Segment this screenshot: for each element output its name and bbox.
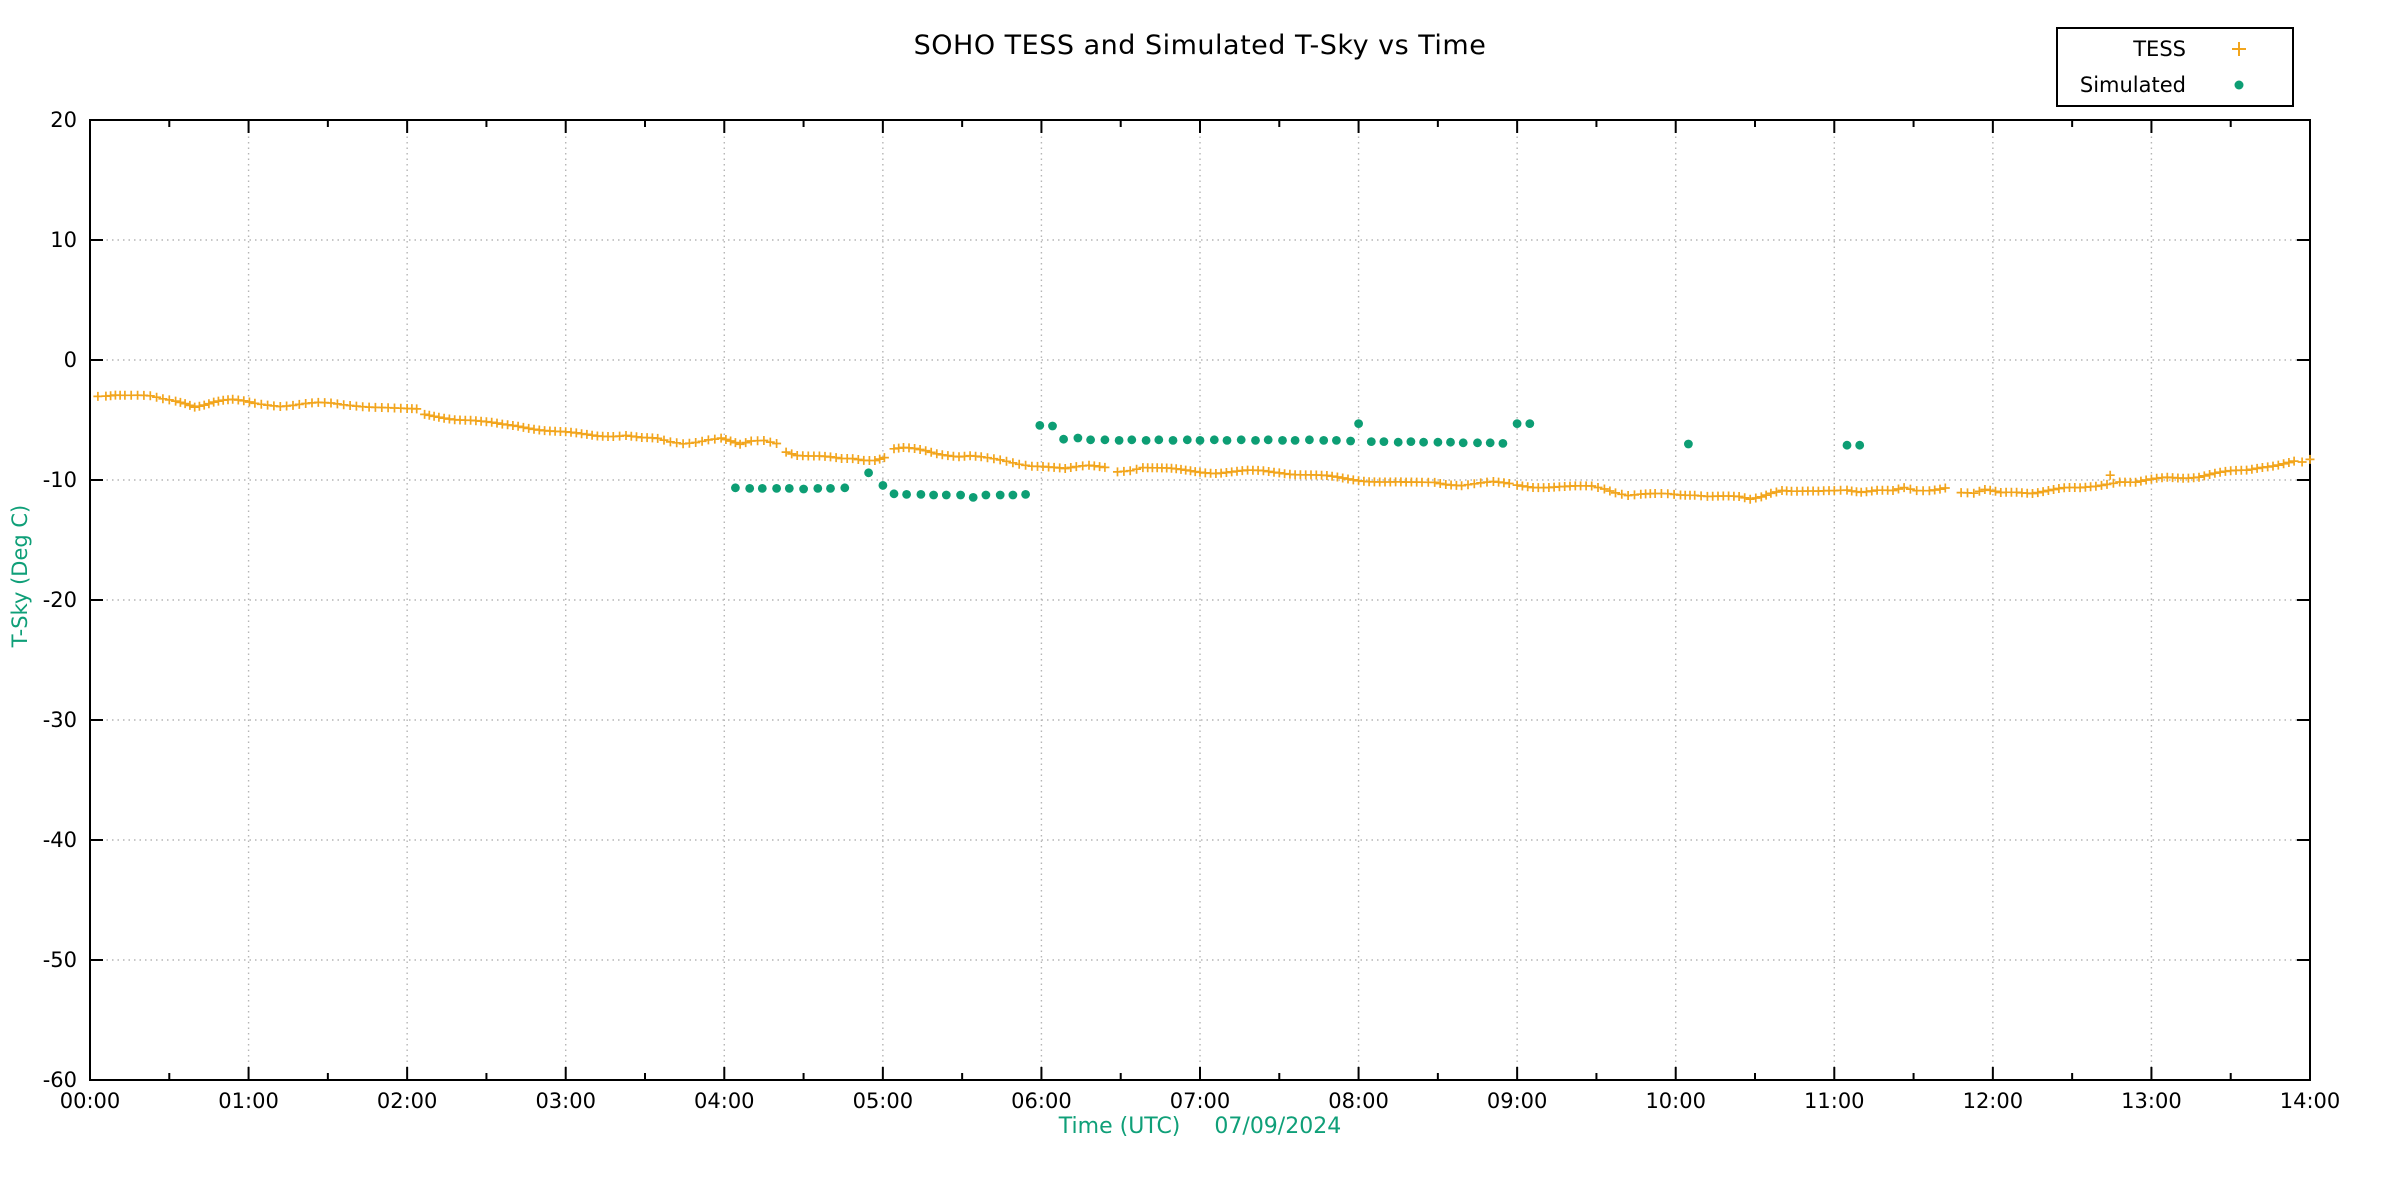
x-axis-date: 07/09/2024 [1214,1114,1342,1139]
x-axis-label: Time (UTC) 07/09/2024 [0,1114,2400,1139]
legend-row-tess: TESS [2058,31,2292,67]
y-tick-label: -50 [43,948,77,972]
y-tick-label: -20 [43,588,77,612]
x-tick-label: 08:00 [1328,1089,1389,1113]
y-tick-label: -40 [43,828,77,852]
x-tick-label: 05:00 [853,1089,914,1113]
x-axis-label-text: Time (UTC) [1058,1114,1181,1139]
legend-row-simulated: Simulated [2058,67,2292,103]
y-tick-label: -10 [43,468,77,492]
x-tick-label: 02:00 [377,1089,438,1113]
x-tick-label: 11:00 [1804,1089,1865,1113]
y-tick-label: 10 [50,228,77,252]
tess-series [93,390,2315,504]
y-axis-label: T-Sky (Deg C) [8,504,32,648]
x-tick-label: 01:00 [218,1089,279,1113]
x-tick-label: 13:00 [2121,1089,2182,1113]
simulated-series [731,419,1865,502]
x-tick-label: 00:00 [60,1089,121,1113]
y-tick-label: 0 [64,348,77,372]
x-tick-label: 10:00 [1645,1089,1706,1113]
chart-title: SOHO TESS and Simulated T-Sky vs Time [913,30,1487,61]
y-tick-label: -60 [43,1068,77,1092]
tess-plus-icon [2186,38,2292,60]
legend-label-simulated: Simulated [2079,72,2186,97]
legend-label-tess: TESS [2133,36,2186,61]
y-tick-label: -30 [43,708,77,732]
tick-labels: 00:00 01:00 02:00 03:00 04:00 05:00 06:00 07:00… [43,108,2341,1113]
simulated-dot-icon [2186,74,2292,96]
x-tick-label: 09:00 [1487,1089,1548,1113]
x-tick-label: 04:00 [694,1089,755,1113]
legend: TESS Simulated [2056,27,2294,107]
x-tick-label: 12:00 [1963,1089,2024,1113]
gridlines [90,120,2310,1080]
x-tick-label: 06:00 [1011,1089,1072,1113]
axis-ticks [89,119,2311,1081]
x-tick-label: 07:00 [1170,1089,1231,1113]
x-tick-label: 03:00 [535,1089,596,1113]
x-tick-label: 14:00 [2280,1089,2341,1113]
y-tick-label: 20 [50,108,77,132]
